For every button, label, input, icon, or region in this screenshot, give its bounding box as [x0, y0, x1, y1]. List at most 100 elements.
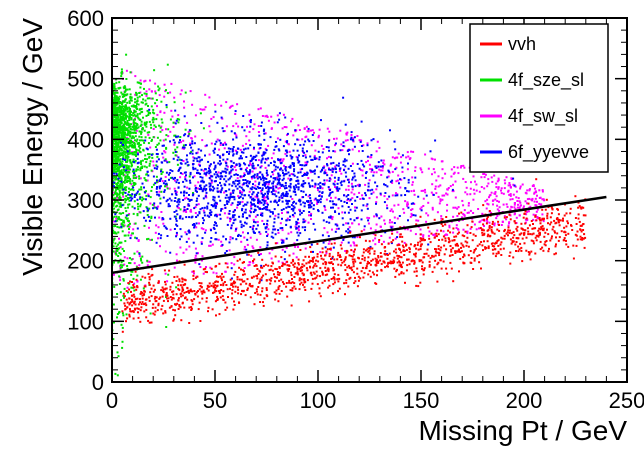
data-point	[168, 187, 171, 190]
data-point	[123, 147, 126, 150]
data-point	[203, 291, 206, 294]
data-point	[123, 138, 126, 141]
data-point	[497, 186, 500, 189]
data-point	[397, 174, 400, 177]
data-point	[495, 252, 498, 255]
data-point	[541, 213, 544, 216]
data-point	[304, 247, 307, 250]
data-point	[266, 195, 269, 198]
data-point	[258, 200, 261, 203]
data-point	[196, 214, 199, 217]
data-point	[184, 231, 187, 234]
data-point	[127, 223, 130, 226]
data-point	[372, 239, 375, 242]
data-point	[228, 177, 231, 180]
data-point	[185, 240, 188, 243]
data-point	[112, 245, 115, 248]
data-point	[146, 158, 148, 161]
data-point	[317, 150, 320, 153]
data-point	[517, 197, 520, 200]
data-point	[334, 196, 337, 199]
data-point	[165, 104, 168, 106]
data-point	[322, 241, 325, 244]
data-point	[400, 156, 403, 159]
data-point	[266, 224, 269, 227]
data-point	[168, 172, 171, 174]
data-point	[198, 188, 201, 191]
data-point	[495, 182, 498, 185]
data-point	[115, 113, 118, 115]
data-point	[145, 90, 148, 93]
data-point	[460, 165, 463, 167]
data-point	[420, 243, 423, 246]
data-point	[301, 164, 304, 167]
data-point	[537, 229, 540, 232]
data-point	[370, 139, 373, 142]
data-point	[293, 170, 295, 173]
data-point	[337, 164, 340, 167]
data-point	[134, 118, 136, 121]
data-point	[160, 125, 163, 128]
data-point	[517, 237, 520, 240]
data-point	[134, 98, 136, 101]
data-point	[581, 237, 584, 239]
data-point	[472, 188, 475, 191]
data-point	[297, 227, 300, 230]
data-point	[241, 188, 244, 191]
data-point	[241, 191, 244, 194]
data-point	[311, 185, 314, 188]
data-point	[155, 148, 158, 151]
data-point	[112, 250, 115, 253]
data-point	[229, 105, 232, 108]
data-point	[348, 266, 351, 269]
data-point	[130, 117, 133, 120]
data-point	[289, 215, 292, 218]
data-point	[485, 219, 488, 222]
data-point	[275, 141, 277, 143]
data-point	[459, 166, 462, 169]
data-point	[305, 125, 308, 128]
data-point	[327, 186, 330, 189]
data-point	[249, 209, 252, 212]
data-point	[217, 238, 220, 241]
data-point	[308, 238, 311, 241]
data-point	[242, 215, 244, 218]
data-point	[127, 129, 130, 132]
data-point	[226, 200, 228, 203]
data-point	[310, 202, 313, 205]
data-point	[272, 177, 275, 180]
data-point	[140, 123, 143, 126]
data-point	[330, 174, 333, 177]
data-point	[156, 186, 158, 188]
data-point	[177, 121, 180, 124]
data-point	[252, 247, 255, 250]
data-point	[202, 222, 204, 225]
data-point	[285, 154, 288, 157]
data-point	[134, 132, 137, 134]
data-point	[198, 160, 201, 163]
data-point	[217, 171, 220, 174]
data-point	[175, 231, 178, 234]
data-point	[112, 134, 115, 136]
data-point	[122, 314, 125, 317]
data-point	[565, 243, 568, 246]
data-point	[307, 182, 310, 185]
data-point	[255, 188, 258, 190]
data-point	[223, 130, 226, 132]
data-point	[415, 223, 418, 226]
data-point	[431, 255, 434, 258]
data-point	[120, 180, 123, 183]
data-point	[123, 287, 126, 290]
data-point	[156, 113, 159, 116]
data-point	[333, 278, 336, 281]
data-point	[199, 108, 202, 111]
data-point	[137, 208, 140, 211]
data-point	[139, 203, 142, 206]
data-point	[205, 266, 207, 268]
data-point	[204, 93, 207, 96]
data-point	[125, 214, 128, 217]
data-point	[118, 237, 120, 240]
data-point	[288, 150, 291, 153]
data-point	[466, 230, 469, 233]
data-point	[117, 116, 120, 119]
